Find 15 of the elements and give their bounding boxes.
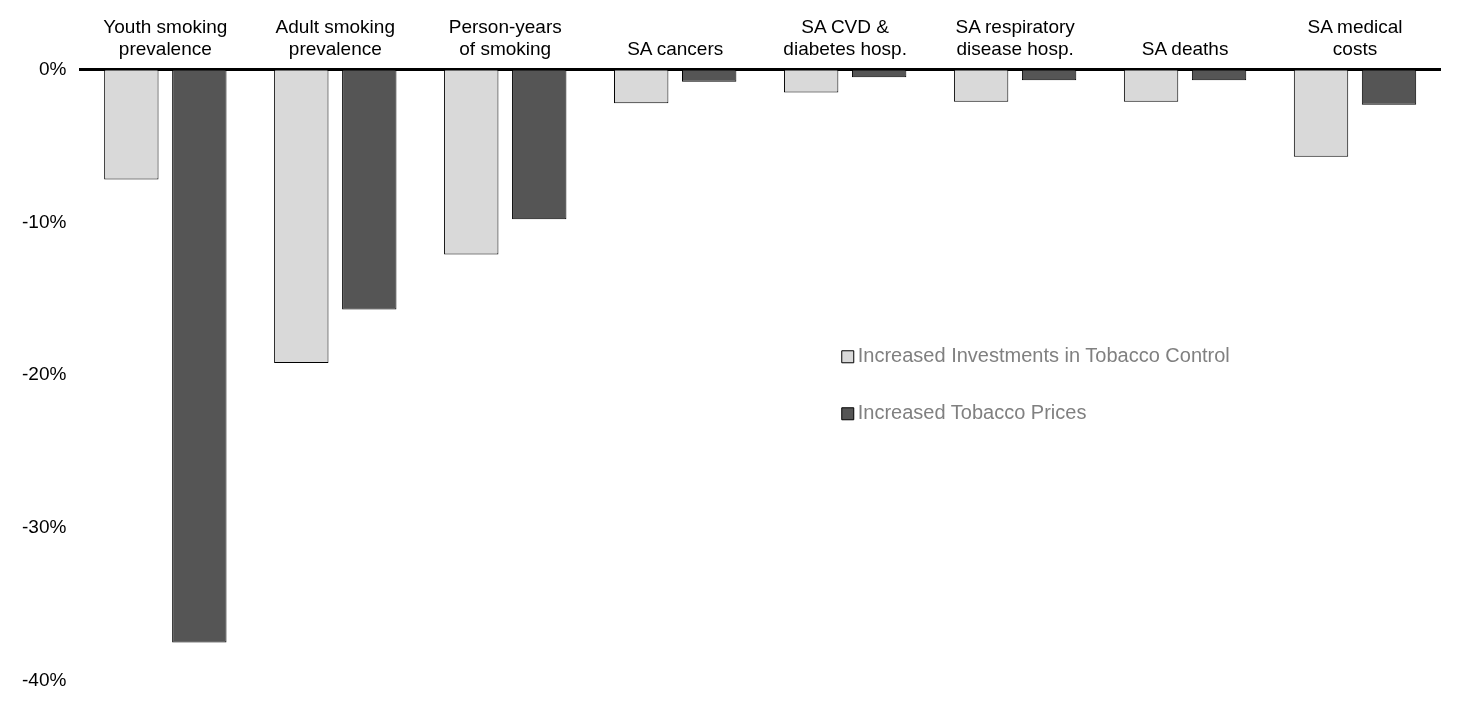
x-tick-label: SA CVD & diabetes hosp. bbox=[783, 15, 907, 60]
x-tick-label: Person-years of smoking bbox=[448, 15, 562, 60]
legend-label: Increased Investments in Tobacco Control bbox=[857, 344, 1230, 367]
y-tick-label: -20% bbox=[22, 363, 67, 385]
y-tick-label: -10% bbox=[22, 210, 67, 232]
x-tick-label: SA cancers bbox=[627, 38, 724, 60]
x-tick-label: SA respiratory disease hosp. bbox=[955, 15, 1076, 60]
x-tick-label: Adult smoking prevalence bbox=[275, 15, 395, 60]
x-tick-label: Youth smoking prevalence bbox=[103, 15, 228, 60]
x-tick-label: SA medical costs bbox=[1307, 15, 1403, 60]
y-tick-label: 0% bbox=[38, 57, 67, 79]
y-tick-label: -40% bbox=[22, 668, 67, 690]
y-tick-label: -30% bbox=[22, 516, 67, 538]
legend-label: Increased Tobacco Prices bbox=[857, 401, 1087, 424]
x-tick-label: SA deaths bbox=[1141, 38, 1229, 60]
